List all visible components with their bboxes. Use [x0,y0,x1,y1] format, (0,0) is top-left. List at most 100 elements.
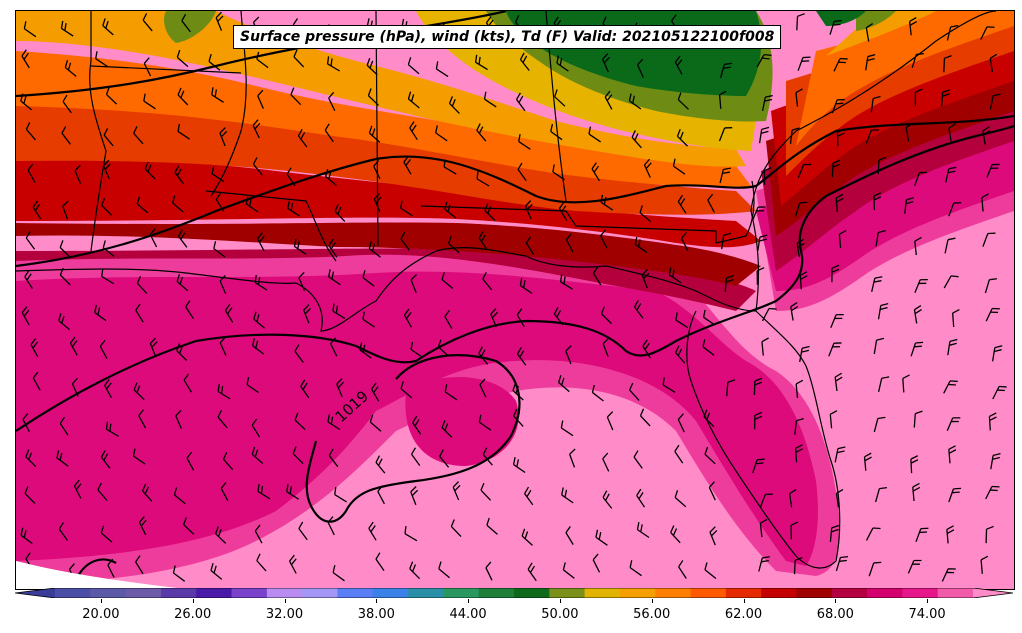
wind-barb [490,308,499,328]
wind-barb [107,558,115,578]
colorbar-tick-label: 26.00 [174,607,212,622]
wind-barb [877,156,887,175]
wind-barb [761,337,769,356]
wind-barb [868,561,882,577]
wind-barb [287,200,300,217]
wind-barb [914,236,922,256]
wind-barb [294,412,306,431]
wind-barb [595,529,608,546]
wind-barb [483,91,497,108]
wind-barb [444,384,458,401]
wind-barb [375,552,385,571]
wind-barb [831,264,840,283]
wind-barb [217,383,231,400]
wind-barb [410,274,417,294]
wind-barb [373,160,381,180]
wind-barb [101,268,115,285]
colorbar-segment [514,588,550,598]
wind-barb [56,450,69,467]
wind-barb [334,204,346,222]
wind-barb [20,527,33,545]
wind-barb [138,516,147,536]
wind-barb [677,194,687,214]
wind-barb [865,527,881,541]
colorbar-segment [655,588,692,598]
wind-barb [99,339,108,359]
wind-barb [368,521,377,541]
wind-barb [752,458,765,474]
wind-barb [69,336,78,356]
wind-barb [142,13,153,32]
wind-barb [210,563,223,580]
wind-barb [181,13,191,33]
wind-barb [252,157,263,176]
wind-barb [628,93,642,110]
colorbar-segment [15,588,55,598]
wind-barb [873,337,885,355]
wind-barb [718,127,733,142]
wind-barb [478,231,488,250]
wind-barb [829,19,842,35]
wind-barb [639,408,651,427]
wind-barb [377,485,385,505]
wind-barb [707,193,715,213]
wind-barb [409,561,421,580]
wind-barb [633,450,643,469]
wind-barb [946,417,961,432]
wind-barb [480,482,492,501]
wind-barb [676,128,688,147]
dewpoint-map: 1019 [16,11,1014,589]
wind-barb [799,345,810,363]
wind-barb [513,408,524,427]
wind-barb [670,525,681,544]
wind-barb [362,311,375,328]
wind-barb [30,338,39,358]
wind-barb [133,382,145,401]
wind-barb [32,200,42,220]
wind-barb [23,21,37,38]
wind-barb [410,341,423,358]
colorbar-segment [196,588,233,598]
wind-barb [677,92,689,110]
band-dark-red [16,71,1014,286]
wind-barb [600,229,608,249]
wind-barb [870,95,881,113]
colorbar-tick-label: 62.00 [724,607,763,622]
wind-barb [947,338,958,356]
wind-barb [439,449,450,468]
colorbar-segment [125,588,162,598]
colorbar-tick-label: 20.00 [82,607,120,622]
wind-barb [407,57,420,75]
colorbar-segment [302,588,338,598]
band-red [16,41,1014,248]
colorbar-tick-label: 68.00 [816,607,854,622]
wind-barb [62,94,72,114]
wind-barb [208,53,221,71]
state-line-la-ms [90,65,242,74]
wind-barb [724,275,734,292]
wind-barb [759,493,773,508]
wind-barb [176,274,189,292]
wind-barb [136,196,149,214]
wind-barb [910,341,924,357]
wind-barb [912,482,921,502]
wind-barb [565,233,574,253]
state-line-ar-la [205,190,337,262]
wind-barb [602,452,610,472]
wind-barb [375,455,386,474]
wind-barb [907,559,922,574]
wind-barb [788,489,797,508]
wind-barb [516,347,527,366]
colorbar-tick-mark [192,599,194,603]
wind-barb [58,313,71,331]
wind-barb [830,314,844,328]
wind-barb [902,374,910,393]
wind-barb [793,556,803,575]
wind-barb [369,414,382,432]
wind-barb [790,302,799,321]
wind-barb [794,444,803,463]
wind-barb [674,490,687,508]
wind-barb [217,410,228,429]
wind-barb [941,89,951,107]
colorbar-tick-mark [927,599,929,603]
